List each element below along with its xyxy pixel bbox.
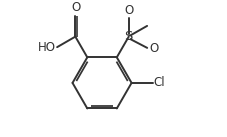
Text: O: O	[71, 2, 80, 15]
Text: S: S	[124, 30, 132, 43]
Text: Cl: Cl	[153, 76, 164, 89]
Text: O: O	[148, 42, 158, 55]
Text: O: O	[123, 4, 133, 17]
Text: HO: HO	[38, 41, 56, 54]
